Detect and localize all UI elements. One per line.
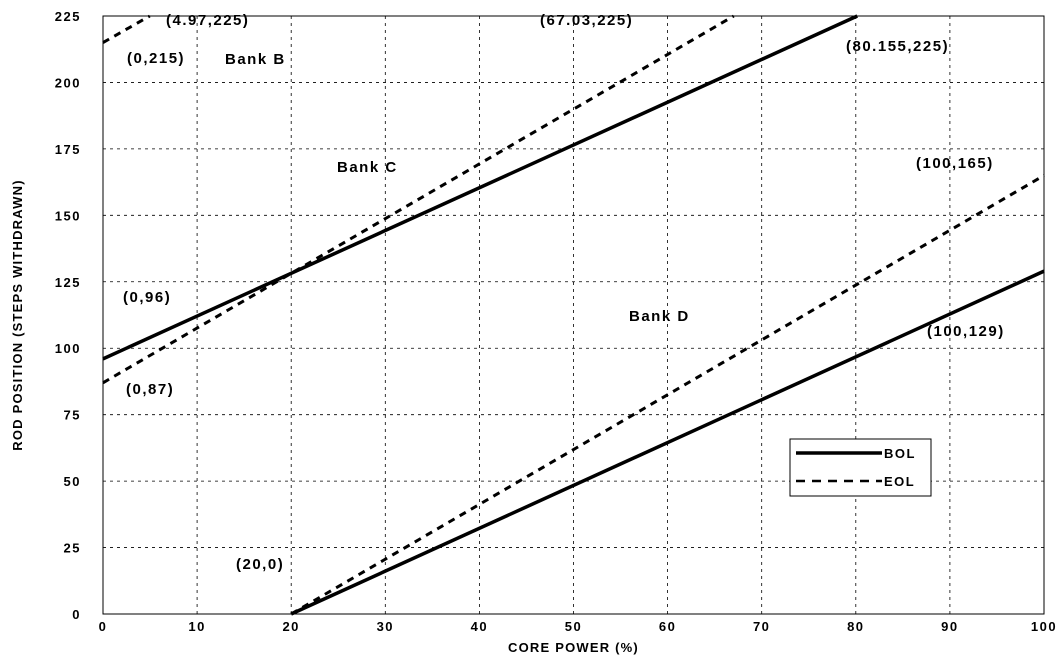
- x-tick-label-60: 60: [659, 619, 676, 634]
- annotation-67-03-225: (67.03,225): [540, 12, 633, 29]
- annotation-0-87: (0,87): [126, 381, 174, 398]
- annotation-bank-c: Bank C: [337, 159, 398, 176]
- series-bol-bank-c-line: [102, 14, 858, 361]
- x-tick-label-70: 70: [753, 619, 770, 634]
- legend: BOL EOL: [789, 438, 932, 497]
- annotation-4-97-225: (4.97,225): [166, 12, 249, 29]
- annotations: (4.97,225) (67.03,225) (0,215) Bank B (80.15…: [123, 12, 1005, 573]
- y-tick-label-225: 225: [55, 9, 81, 24]
- x-tick-label-50: 50: [565, 619, 582, 634]
- y-tick-label-0: 0: [72, 607, 81, 622]
- annotation-100-129: (100,129): [927, 323, 1005, 340]
- legend-label-eol: EOL: [884, 474, 915, 489]
- x-tick-label-0: 0: [99, 619, 108, 634]
- y-axis-title: ROD POSITION (STEPS WITHDRAWN): [10, 179, 25, 450]
- y-tick-label-75: 75: [64, 408, 81, 423]
- x-tick-label-30: 30: [377, 619, 394, 634]
- annotation-20-0: (20,0): [236, 556, 284, 573]
- series-eol-bank-b-line: [102, 14, 151, 44]
- annotation-bank-d: Bank D: [629, 308, 690, 325]
- x-tick-label-90: 90: [941, 619, 958, 634]
- tick-labels: 0 10 20 30 40 50 60 70 80 90 100 0 25 50 75 100 125 150 17…: [55, 9, 1057, 634]
- y-tick-label-25: 25: [64, 541, 81, 556]
- series-bol-bank-d-line: [290, 269, 1045, 616]
- y-tick-label-175: 175: [55, 142, 81, 157]
- annotation-bank-b: Bank B: [225, 51, 286, 68]
- annotation-0-215: (0,215): [127, 50, 185, 67]
- x-tick-label-20: 20: [282, 619, 299, 634]
- y-tick-label-100: 100: [55, 341, 81, 356]
- x-tick-label-40: 40: [471, 619, 488, 634]
- annotation-100-165: (100,165): [916, 155, 994, 172]
- annotation-80-155-225: (80.155,225): [846, 38, 949, 55]
- x-tick-label-80: 80: [847, 619, 864, 634]
- y-tick-label-50: 50: [64, 474, 81, 489]
- series-lines: [102, 14, 1045, 616]
- y-tick-label-200: 200: [55, 75, 81, 90]
- legend-box: [789, 438, 932, 497]
- series-eol-bank-d-line: [290, 174, 1045, 616]
- y-tick-label-150: 150: [55, 208, 81, 223]
- annotation-0-96: (0,96): [123, 289, 171, 306]
- x-tick-label-10: 10: [188, 619, 205, 634]
- x-tick-label-100: 100: [1031, 619, 1057, 634]
- series-eol-bank-c-line: [102, 14, 735, 385]
- legend-label-bol: BOL: [884, 446, 916, 461]
- gridlines: [103, 16, 1044, 614]
- plot-area-frame: [102, 15, 1045, 615]
- x-axis-title: CORE POWER (%): [508, 640, 639, 655]
- y-tick-label-125: 125: [55, 275, 81, 290]
